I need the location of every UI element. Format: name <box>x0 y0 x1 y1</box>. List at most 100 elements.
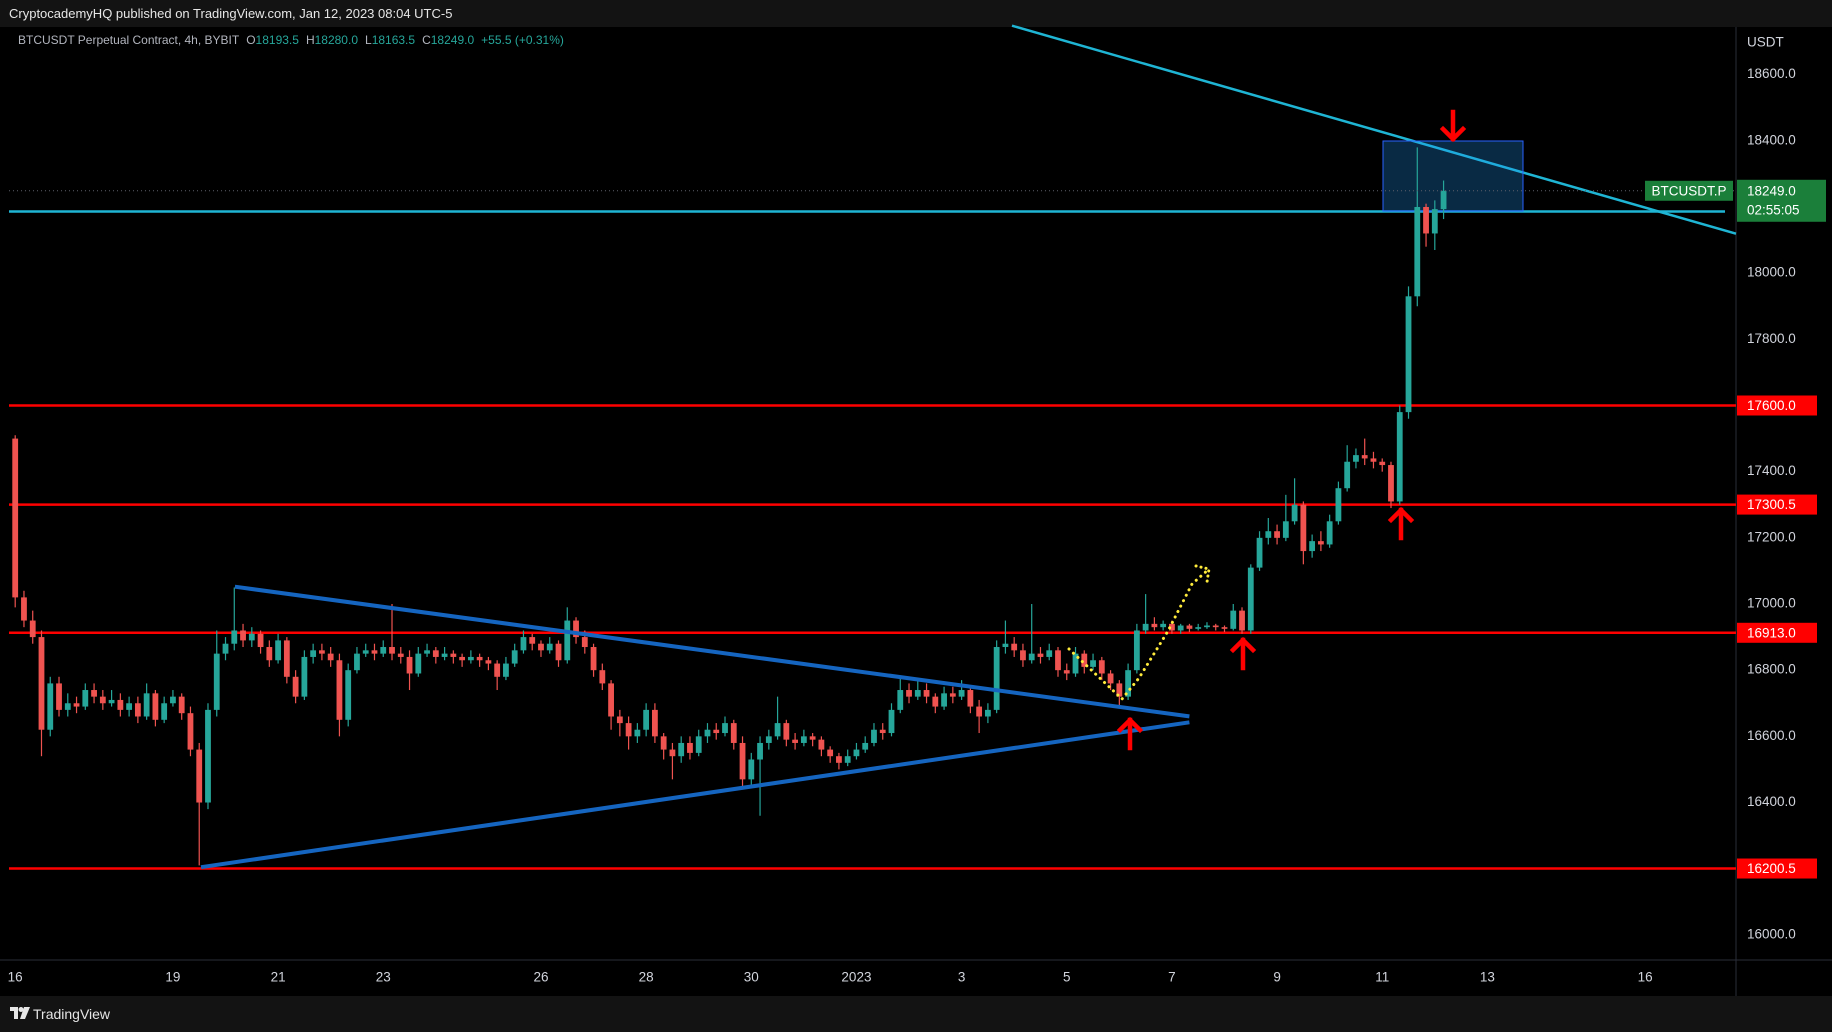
candle-body <box>993 647 1000 710</box>
candle-body <box>266 647 273 661</box>
x-tick-label: 16 <box>1638 970 1653 985</box>
candle-body <box>1379 461 1386 466</box>
candle-body <box>1326 521 1333 545</box>
cyan-trendline <box>1011 24 1737 235</box>
candle-body <box>573 620 579 638</box>
candle-body <box>809 736 816 740</box>
candle-body <box>538 643 544 651</box>
candle-body <box>984 709 991 717</box>
candle-body <box>187 713 194 750</box>
candle-body <box>1072 653 1079 674</box>
candle-body <box>1002 643 1009 648</box>
up-arrow <box>1116 716 1144 751</box>
last-price-label: 18249.0 <box>1747 183 1796 198</box>
candle-body <box>1247 567 1254 631</box>
brand-logo <box>10 1007 30 1019</box>
chart: USDT 16000.0 16400.0 16600.0 16800.0 17000.0… <box>0 24 1832 996</box>
candle-body <box>879 729 886 734</box>
candle-body <box>1055 650 1061 671</box>
candle-body <box>1361 455 1368 459</box>
candle-body <box>231 630 238 644</box>
candle-body <box>248 633 255 641</box>
candle-body <box>134 703 141 717</box>
candle-body <box>310 650 317 657</box>
candle-body <box>64 703 71 710</box>
candle-body <box>380 647 387 654</box>
drawings-back <box>9 24 1737 235</box>
candle-body <box>170 696 176 704</box>
candle-body <box>1431 209 1438 234</box>
candle-body <box>853 749 860 757</box>
symbol-tag-bg <box>1645 180 1733 201</box>
bar-countdown: 02:55:05 <box>1747 202 1800 217</box>
x-tick-label: 30 <box>744 970 759 985</box>
candle-body <box>862 742 869 750</box>
level-label: 17600.0 <box>1747 398 1796 413</box>
candle-body <box>765 736 772 743</box>
ohlc-value: 18163.5 <box>371 33 416 47</box>
candle-body <box>520 637 527 651</box>
candle-body <box>958 690 965 697</box>
axes: USDT 16000.0 16400.0 16600.0 16800.0 17000.0… <box>8 35 1817 985</box>
candle-body <box>161 703 168 720</box>
candle-body <box>967 690 974 707</box>
candle-body <box>687 742 693 753</box>
candle-body <box>511 650 518 664</box>
level-label-bg <box>1737 494 1817 515</box>
candle-body <box>1265 531 1272 538</box>
candle-body <box>1239 610 1245 631</box>
candle-body <box>29 620 36 638</box>
candle-body <box>467 656 474 661</box>
candle-body <box>56 683 62 710</box>
y-tick-label: 16800.0 <box>1747 662 1796 677</box>
candle-body <box>1291 504 1298 522</box>
candle-body <box>739 742 746 780</box>
candle-body <box>1212 625 1219 628</box>
candle-body <box>914 690 921 697</box>
candle-body <box>1160 623 1167 628</box>
candle-body <box>222 643 229 654</box>
candle-body <box>1046 650 1053 657</box>
down-arrow <box>1439 109 1467 143</box>
candle-body <box>1204 625 1210 628</box>
candle-body <box>459 656 466 661</box>
candle-body <box>1309 541 1316 552</box>
candle-body <box>634 729 641 737</box>
up-arrow <box>1387 506 1415 541</box>
candle-body <box>1274 531 1280 538</box>
x-tick-label: 28 <box>639 970 654 985</box>
candle-body <box>1300 504 1307 552</box>
candle-body <box>441 653 448 657</box>
candle-body <box>643 709 650 730</box>
candle-body <box>836 756 842 763</box>
candle-body <box>196 749 203 803</box>
y-tick-label: 17200.0 <box>1747 529 1796 544</box>
candle-body <box>415 653 422 674</box>
last-price-bg <box>1737 179 1826 222</box>
candle-body <box>1256 537 1263 568</box>
candle-body <box>1142 623 1149 631</box>
candle-body <box>292 676 299 697</box>
candle-body <box>424 650 430 654</box>
ohlc-key: H <box>305 33 315 47</box>
ohlc-value: 18249.0 <box>430 33 475 47</box>
ohlc-value: 18280.0 <box>314 33 358 47</box>
candle-body <box>1133 630 1140 671</box>
triangle-upper-line <box>234 584 1190 719</box>
candle-body <box>1169 623 1175 631</box>
candle-body <box>941 693 947 707</box>
candle-body <box>616 716 623 724</box>
x-tick-label: 9 <box>1273 970 1281 985</box>
projection-path <box>1067 567 1211 702</box>
candle-body <box>1388 465 1394 502</box>
candle-body <box>704 729 711 737</box>
candles <box>12 147 1447 866</box>
candle-body <box>678 742 685 757</box>
brand-name: TradingView <box>33 1006 111 1022</box>
candle-body <box>1195 627 1202 629</box>
ohlc-key: C <box>422 33 431 47</box>
candle-body <box>818 739 825 750</box>
candle-body <box>354 653 360 671</box>
ohlc-key: O <box>246 33 256 47</box>
x-tick-label: 19 <box>165 970 180 985</box>
